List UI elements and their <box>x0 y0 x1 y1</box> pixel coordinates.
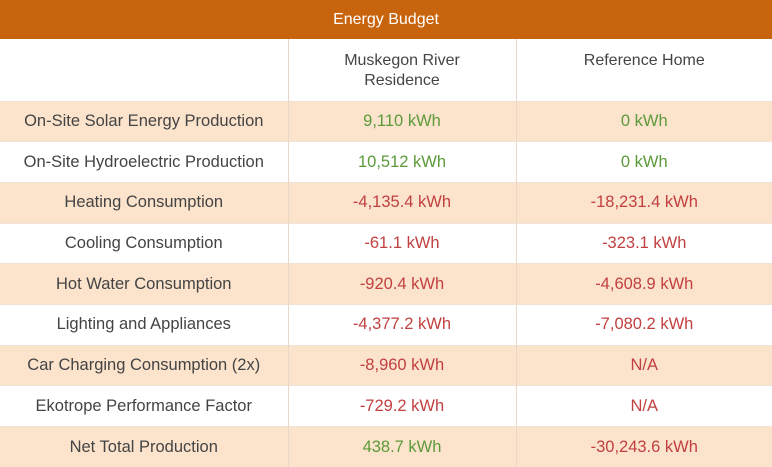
row-label: Ekotrope Performance Factor <box>0 385 289 427</box>
header-reference: Reference Home <box>583 52 705 69</box>
table-title: Energy Budget <box>333 10 439 28</box>
table-row: Car Charging Consumption (2x) -8,960 kWh N… <box>0 344 772 386</box>
row-label: Lighting and Appliances <box>0 303 289 346</box>
table-row: On-Site Solar Energy Production 9,110 kWh… <box>0 100 772 142</box>
header-residence-line2: Residence <box>364 72 440 89</box>
header-row: Muskegon River Residence Reference Home <box>0 39 772 101</box>
residence-value: 438.7 kWh <box>288 426 517 467</box>
title-row: Energy Budget <box>0 0 772 39</box>
reference-value: -18,231.4 kWh <box>516 181 772 224</box>
table-row: On-Site Hydroelectric Production 10,512 k… <box>0 141 772 183</box>
table-row: Heating Consumption -4,135.4 kWh -18,231.4… <box>0 181 772 224</box>
residence-value: -8,960 kWh <box>288 344 517 386</box>
reference-value: N/A <box>516 344 772 386</box>
residence-value: -729.2 kWh <box>288 385 517 427</box>
row-label: On-Site Hydroelectric Production <box>0 141 289 183</box>
header-residence: Muskegon River Residence <box>288 39 517 101</box>
residence-value: -4,377.2 kWh <box>288 303 517 346</box>
row-label: Cooling Consumption <box>0 222 289 264</box>
residence-value: 10,512 kWh <box>288 141 517 183</box>
reference-value: -7,080.2 kWh <box>516 303 772 346</box>
residence-value: -4,135.4 kWh <box>288 181 517 224</box>
row-label: On-Site Solar Energy Production <box>0 100 289 142</box>
residence-value: -920.4 kWh <box>288 263 517 305</box>
row-label: Hot Water Consumption <box>0 263 289 305</box>
row-label: Heating Consumption <box>0 181 289 224</box>
reference-value: N/A <box>516 385 772 427</box>
table-row: Cooling Consumption -61.1 kWh -323.1 kWh <box>0 222 772 264</box>
reference-value: -323.1 kWh <box>516 222 772 264</box>
residence-value: -61.1 kWh <box>288 222 517 264</box>
table-row: Ekotrope Performance Factor -729.2 kWh N/A <box>0 385 772 427</box>
row-label: Car Charging Consumption (2x) <box>0 344 289 386</box>
table-row: Hot Water Consumption -920.4 kWh -4,608.9 … <box>0 263 772 305</box>
reference-value: -4,608.9 kWh <box>516 263 772 305</box>
header-label-column <box>0 39 289 101</box>
residence-value: 9,110 kWh <box>288 100 517 142</box>
table-row: Lighting and Appliances -4,377.2 kWh -7,08… <box>0 303 772 346</box>
reference-value: 0 kWh <box>516 100 772 142</box>
table-row: Net Total Production 438.7 kWh -30,243.6 k… <box>0 426 772 467</box>
header-residence-line1: Muskegon River <box>344 52 460 69</box>
row-label: Net Total Production <box>0 426 289 467</box>
reference-value: -30,243.6 kWh <box>516 426 772 467</box>
reference-value: 0 kWh <box>516 141 772 183</box>
